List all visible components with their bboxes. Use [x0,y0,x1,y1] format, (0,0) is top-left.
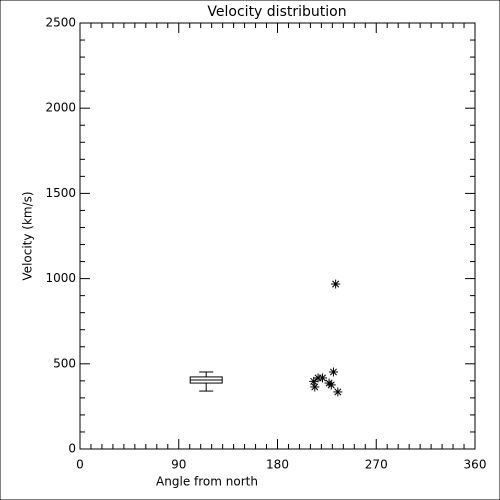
y-tick-label: 1500 [45,186,76,200]
point-stroke [332,280,340,288]
x-tick-label: 180 [266,458,289,472]
y-tick-label: 500 [53,356,76,370]
plot-frame [79,22,476,450]
point [317,373,327,383]
point-stroke [310,377,318,385]
y-tick-label: 0 [68,442,76,456]
box-plot [189,371,223,392]
x-axis-title: Angle from north [156,475,258,489]
y-axis-title: Velocity (km/s) [21,191,35,280]
x-tick-label: 90 [171,458,186,472]
y-tick-label: 2000 [45,101,76,115]
point [328,367,338,377]
point [326,380,336,390]
y-tick-label: 1000 [45,271,76,285]
point [333,387,343,397]
point-stroke [334,388,342,396]
point-stroke [311,383,319,391]
x-tick-label: 0 [76,458,84,472]
chart-title: Velocity distribution [207,4,346,20]
x-tick-label: 360 [464,458,487,472]
point [331,279,341,289]
point [310,382,320,392]
y-tick-label: 2500 [45,16,76,30]
x-tick-label: 270 [365,458,388,472]
point-stroke [327,381,335,389]
point-stroke [329,368,337,376]
point-stroke [318,374,327,382]
